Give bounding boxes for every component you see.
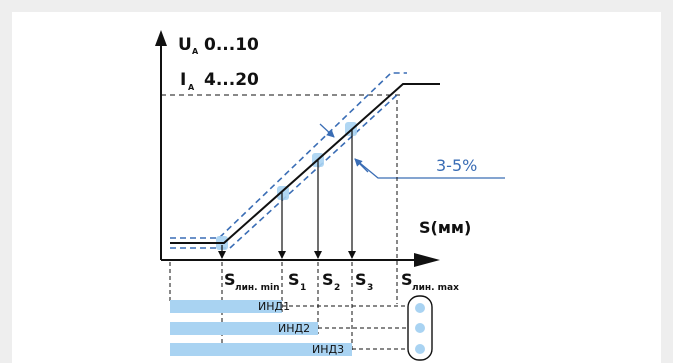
svg-text:S: S	[288, 270, 300, 289]
y-axis-arrow	[155, 30, 167, 46]
indicator-bar-2	[170, 322, 318, 335]
svg-text:3: 3	[367, 283, 373, 293]
led-3	[415, 344, 425, 354]
diagram-frame: U A 0...10 I A 4...20 S(мм) 3-5% S лин. …	[12, 12, 661, 363]
tolerance-arrow-top	[319, 123, 335, 138]
indicator-label-3: ИНД3	[312, 343, 344, 356]
tolerance-upper-line	[170, 72, 407, 239]
label-s1: S 1	[288, 270, 306, 293]
characteristic-line	[170, 83, 440, 244]
svg-text:лин. min: лин. min	[235, 283, 280, 293]
led-2	[415, 323, 425, 333]
tolerance-label: 3-5%	[436, 156, 477, 175]
voltage-range-label: U A 0...10	[178, 35, 259, 56]
tolerance-lower-line	[170, 94, 398, 249]
x-axis-label: S(мм)	[419, 218, 471, 237]
x-axis-arrow	[414, 253, 440, 267]
indicator-label-2: ИНД2	[278, 322, 310, 335]
svg-text:A: A	[192, 47, 199, 56]
svg-text:A: A	[188, 83, 195, 92]
label-s-lin-max: S лин. max	[401, 270, 459, 293]
svg-text:S: S	[401, 270, 413, 289]
highlight-s1	[277, 186, 289, 200]
svg-text:1: 1	[300, 283, 306, 293]
svg-text:I: I	[180, 70, 186, 90]
svg-text:S: S	[322, 270, 334, 289]
label-s2: S 2	[322, 270, 340, 293]
svg-text:S: S	[224, 270, 236, 289]
led-1	[415, 303, 425, 313]
svg-text:лин. max: лин. max	[412, 283, 459, 293]
tolerance-leader-line	[354, 158, 505, 179]
current-range-label: I A 4...20	[180, 70, 259, 92]
svg-text:4...20: 4...20	[204, 70, 259, 90]
indicator-bar-1	[170, 300, 282, 313]
svg-text:S: S	[355, 270, 367, 289]
svg-text:2: 2	[334, 283, 340, 293]
svg-text:U: U	[178, 35, 192, 55]
indicator-label-1: ИНД1	[258, 300, 290, 313]
label-s3: S 3	[355, 270, 373, 293]
indicator-bar-3	[170, 343, 352, 356]
label-s-lin-min: S лин. min	[224, 270, 280, 293]
svg-text:0...10: 0...10	[204, 35, 259, 55]
characteristic-diagram: U A 0...10 I A 4...20 S(мм) 3-5% S лин. …	[155, 30, 505, 361]
